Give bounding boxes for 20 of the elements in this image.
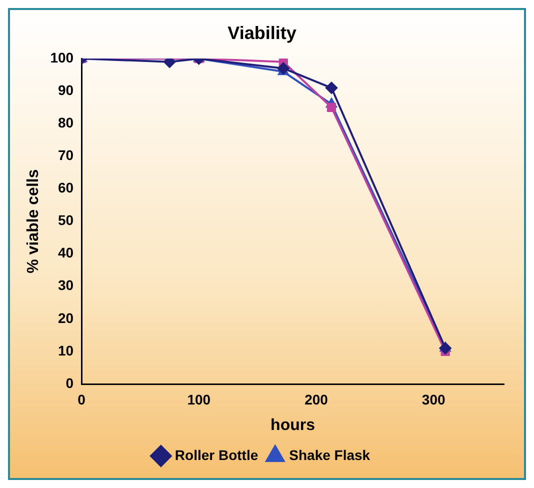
- legend-label: Shake Flask: [289, 446, 370, 463]
- legend-label: Roller Bottle: [174, 446, 258, 463]
- y-tick-label: 30: [58, 277, 74, 294]
- y-axis-title: % viable cells: [25, 169, 42, 274]
- y-tick-label: 20: [58, 310, 74, 326]
- chart-title: Viability: [228, 22, 296, 43]
- y-tick-label: 100: [50, 49, 74, 66]
- y-tick-label: 0: [66, 374, 74, 391]
- y-tick-label: 90: [58, 82, 74, 98]
- x-tick-label: 100: [187, 391, 211, 408]
- x-axis-title: hours: [270, 416, 316, 434]
- y-tick-label: 50: [58, 212, 74, 228]
- y-tick-label: 40: [58, 244, 74, 261]
- x-tick-label: 0: [78, 391, 86, 408]
- y-tick-label: 70: [58, 147, 74, 164]
- x-tick-label: 200: [304, 391, 328, 408]
- x-tick-label: 300: [422, 391, 446, 408]
- y-tick-label: 80: [58, 114, 74, 131]
- y-tick-label: 10: [58, 342, 74, 358]
- y-tick-label: 60: [58, 180, 74, 196]
